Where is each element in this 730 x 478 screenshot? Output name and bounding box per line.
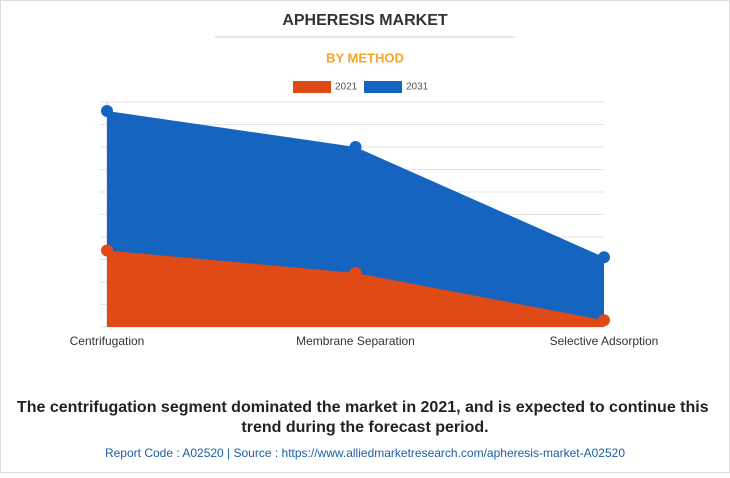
chart-title: APHERESIS MARKET	[282, 12, 448, 29]
legend-label: 2031	[406, 82, 429, 93]
legend-swatch	[293, 81, 331, 93]
legend-swatch	[364, 81, 402, 93]
point	[101, 244, 113, 257]
point	[349, 267, 362, 279]
point	[598, 251, 610, 264]
chart-subtitle: BY METHOD	[326, 50, 404, 65]
point	[101, 105, 113, 117]
caption-line: The centrifugation segment dominated the…	[17, 399, 713, 436]
area	[107, 250, 604, 327]
x-tick-label: Selective Adsorption	[550, 334, 659, 348]
caption: The centrifugation segment dominated the…	[17, 399, 709, 416]
legend-label: 2021	[335, 82, 358, 93]
x-tick-label: Centrifugation	[70, 334, 145, 348]
x-tick-label: Membrane Separation	[296, 334, 415, 348]
point	[349, 141, 362, 153]
point	[598, 314, 610, 327]
caption-continued: trend during the forecast period.	[241, 419, 488, 436]
footer: Report Code : A02520 | Source : https://…	[105, 446, 625, 460]
